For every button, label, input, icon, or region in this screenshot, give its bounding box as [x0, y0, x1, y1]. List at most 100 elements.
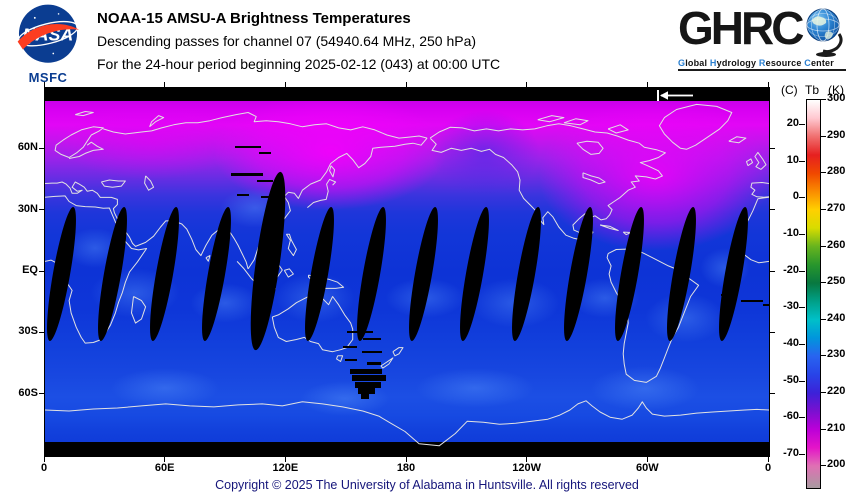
coastline-path — [754, 151, 767, 170]
lon-tick — [526, 457, 528, 462]
kelvin-tick-label: 200 — [827, 458, 846, 471]
celsius-tick-label: 0 — [792, 190, 799, 203]
kelvin-tick — [820, 318, 826, 320]
coastline-path — [658, 103, 733, 150]
page-title: NOAA-15 AMSU-A Brightness Temperatures — [97, 10, 411, 27]
no-data-band-north — [45, 88, 769, 101]
coastline-path — [599, 224, 619, 231]
coastline-path — [103, 112, 428, 139]
kelvin-tick-label: 210 — [827, 421, 846, 434]
kelvin-tick-label: 300 — [827, 92, 846, 104]
coastline-path — [537, 115, 565, 123]
ghrc-wordmark: GHRC — [678, 2, 804, 54]
celsius-tick-label: -20 — [783, 263, 799, 276]
colorbar-title: Tb — [805, 83, 820, 97]
kelvin-tick — [820, 465, 826, 467]
ghrc-tagline-segment: H — [709, 58, 717, 68]
celsius-tick-label: -40 — [783, 336, 799, 349]
title-block: NOAA-15 AMSU-A Brightness Temperatures D… — [97, 8, 500, 76]
lat-tick — [39, 331, 44, 333]
lon-tick — [43, 82, 45, 87]
celsius-tick — [799, 453, 805, 455]
ghrc-globe-icon — [806, 8, 843, 57]
kelvin-tick — [820, 208, 826, 210]
kelvin-tick — [820, 392, 826, 394]
lon-tick — [405, 82, 407, 87]
coastline-path — [45, 195, 148, 344]
map-frame — [44, 87, 770, 457]
coastline-path — [576, 140, 604, 155]
kelvin-tick — [820, 172, 826, 174]
colorbar-units-kelvin: (K) — [828, 83, 844, 97]
msfc-label: MSFC — [28, 70, 68, 85]
coastline-path — [100, 179, 126, 188]
coastline-path — [746, 158, 753, 167]
ghrc-tagline-segment: enter — [810, 58, 834, 68]
dropout-dash — [763, 304, 769, 306]
ghrc-tagline: Global Hydrology Resource Center — [678, 58, 846, 71]
celsius-tick — [799, 343, 805, 345]
lat-tick — [39, 147, 44, 149]
coastline-path — [285, 233, 297, 257]
dropout-dash — [350, 369, 382, 374]
lat-tick — [770, 209, 775, 211]
lat-tick — [770, 393, 775, 395]
dropout-dash — [237, 194, 249, 196]
ghrc-tagline-segment: lobal — [685, 58, 710, 68]
nasa-logo: NASA MSFC — [12, 3, 84, 85]
celsius-tick-label: -10 — [783, 226, 799, 239]
ghrc-tagline-segment: R — [758, 58, 766, 68]
lat-tick — [770, 270, 775, 272]
lat-tick-label: 60S — [18, 386, 38, 399]
coastline-path — [144, 175, 155, 191]
no-data-band-south — [45, 442, 769, 456]
kelvin-tick-label: 250 — [827, 275, 846, 288]
ghrc-tagline-segment: esource — [765, 58, 805, 68]
celsius-tick — [799, 270, 805, 272]
dropout-dash — [363, 338, 381, 340]
lon-tick — [646, 457, 648, 462]
dropout-dash — [367, 362, 381, 365]
lon-tick — [43, 457, 45, 462]
coastline-path — [54, 126, 104, 158]
copyright-line: Copyright © 2025 The University of Alaba… — [215, 478, 639, 492]
kelvin-tick-label: 270 — [827, 201, 846, 214]
celsius-tick-label: -70 — [783, 446, 799, 459]
lon-tick — [164, 82, 166, 87]
lon-tick — [526, 82, 528, 87]
celsius-tick-label: 20 — [786, 117, 799, 130]
lon-tick-label: 0 — [40, 462, 48, 474]
celsius-tick — [799, 307, 805, 309]
nasa-meatball-icon: NASA — [17, 4, 80, 63]
dropout-dash — [362, 351, 382, 353]
lon-tick — [646, 82, 648, 87]
kelvin-tick-label: 220 — [827, 385, 846, 398]
kelvin-tick — [820, 135, 826, 137]
dropout-dash — [231, 173, 263, 176]
dropout-dash — [259, 152, 271, 154]
celsius-tick — [799, 124, 805, 126]
ghrc-logo: GHRC Global Hydrology Resource Ce — [678, 2, 846, 82]
coastline-path — [149, 115, 165, 128]
ghrc-tagline-segment: G — [678, 58, 686, 68]
coastline-path — [271, 294, 354, 353]
subtitle-period: For the 24-hour period beginning 2025-02… — [97, 56, 501, 72]
coastline-path — [607, 124, 629, 134]
lat-tick — [770, 147, 775, 149]
lat-tick — [39, 270, 44, 272]
coastline-path — [329, 165, 336, 178]
coastline-path — [336, 355, 344, 362]
kelvin-tick-label: 230 — [827, 348, 846, 361]
celsius-tick-label: 10 — [786, 153, 799, 166]
lat-tick-label: 30S — [18, 325, 38, 338]
celsius-tick — [799, 380, 805, 382]
colorbar-gradient — [806, 99, 821, 489]
kelvin-tick-label: 280 — [827, 165, 846, 178]
dropout-dash — [721, 294, 737, 296]
dropout-dash — [261, 196, 269, 198]
lon-tick — [284, 82, 286, 87]
celsius-tick — [799, 233, 805, 235]
kelvin-tick — [820, 355, 826, 357]
coastline-path — [283, 268, 294, 278]
